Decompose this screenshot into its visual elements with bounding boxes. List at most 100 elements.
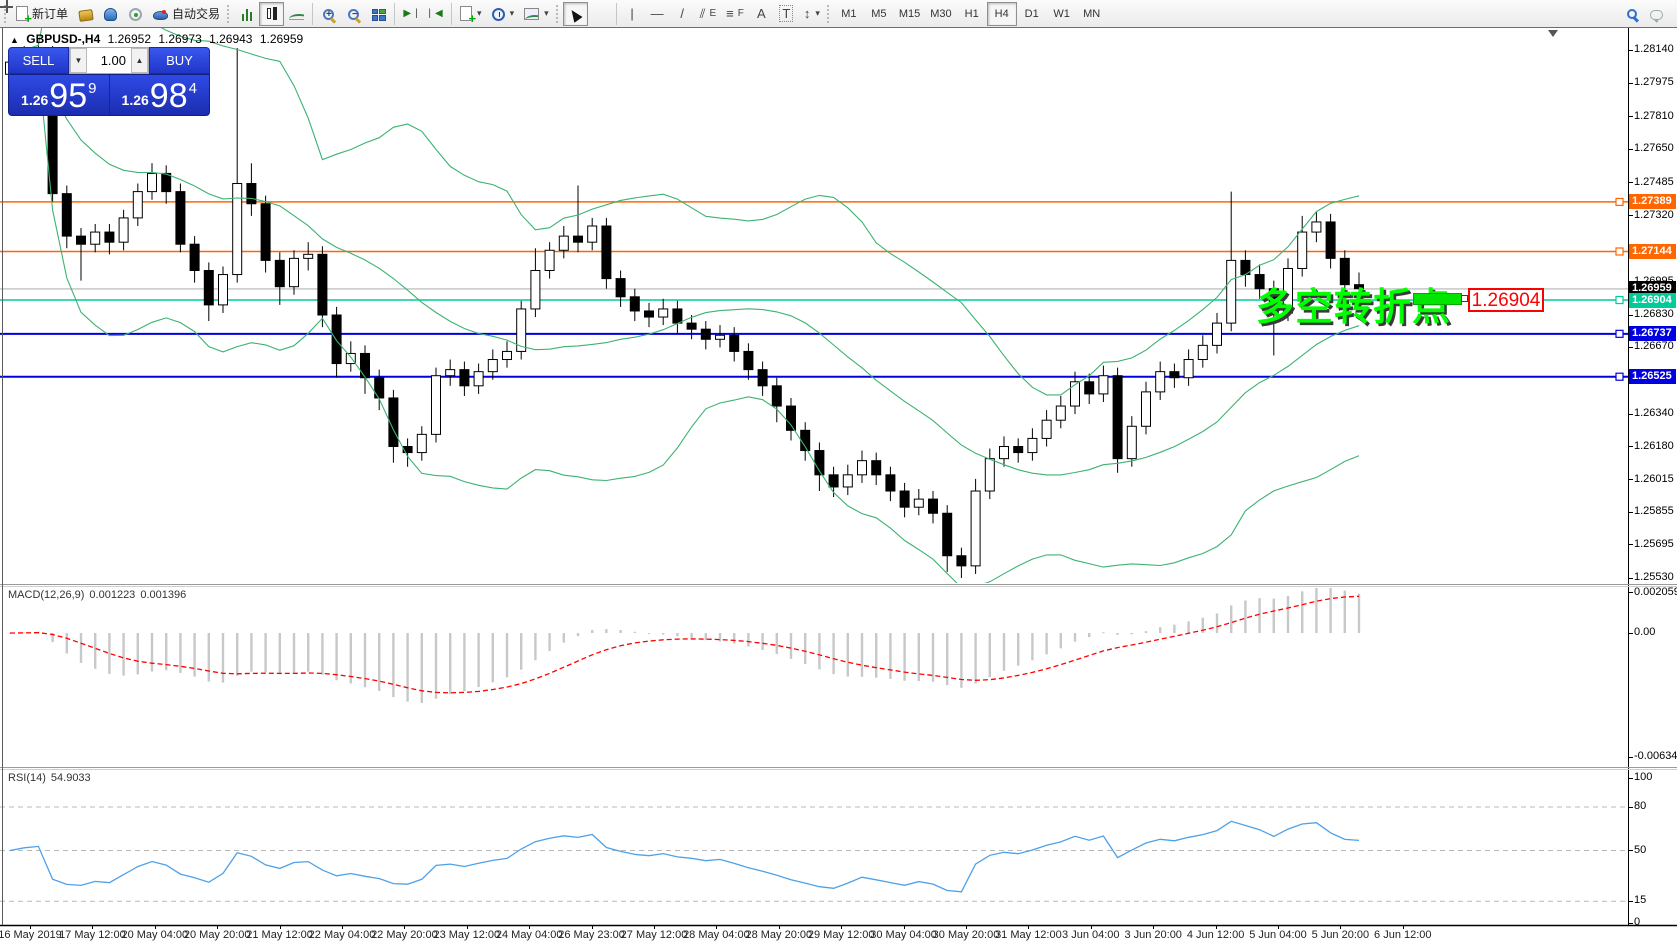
time-tick-mark — [154, 925, 156, 929]
buy-price-display[interactable]: 1.26 98 4 — [121, 77, 197, 115]
volume-input[interactable] — [87, 48, 131, 73]
history-center-button[interactable] — [73, 2, 98, 26]
time-axis-label: 28 May 20:00 — [745, 929, 813, 941]
chat-button[interactable] — [1644, 2, 1669, 26]
rsi-label: RSI(14) 54.9033 — [8, 772, 91, 784]
toolbar-drag-handle[interactable] — [826, 4, 831, 23]
time-axis-label: 22 May 04:00 — [308, 929, 376, 941]
time-axis-label: 21 May 12:00 — [246, 929, 313, 941]
price-tag-label[interactable]: 1.26904 — [1468, 288, 1544, 312]
trendline-button[interactable]: / — [670, 2, 695, 26]
crosshair-tool-button[interactable] — [588, 2, 613, 26]
equidistant-channel-button[interactable]: ⫽ E — [695, 2, 721, 26]
price-tick-mark — [1628, 413, 1633, 415]
price-tick-label: 1.25530 — [1634, 571, 1674, 583]
timeframe-w1[interactable]: W1 — [1047, 2, 1077, 26]
chart-shift-marker-icon[interactable] — [1548, 30, 1558, 37]
zoom-in-button[interactable] — [316, 2, 341, 26]
price-tick-mark — [1628, 116, 1633, 118]
crosshair-icon — [594, 8, 607, 21]
cursor-icon — [567, 6, 583, 23]
price-line-badge: 1.26904 — [1629, 292, 1676, 308]
ohlc-high: 1.26973 — [158, 32, 202, 46]
macd-tick-mark — [1628, 592, 1633, 594]
autotrading-button[interactable]: 自动交易 — [148, 2, 225, 26]
timeframe-h1[interactable]: H1 — [957, 2, 987, 26]
rsi-tick-label: 80 — [1634, 800, 1647, 812]
text-tool-button[interactable]: A — [749, 2, 774, 26]
volume-increase-button[interactable]: ▲ — [131, 48, 148, 73]
new-order-button[interactable]: 新订单 — [11, 2, 73, 26]
toolbar-drag-handle[interactable] — [4, 4, 8, 23]
volume-decrease-button[interactable]: ▼ — [70, 48, 87, 73]
zoom-out-button[interactable] — [341, 2, 366, 26]
line-chart-button[interactable] — [284, 2, 309, 26]
bar-chart-button[interactable] — [234, 2, 259, 26]
timeframe-m5[interactable]: M5 — [864, 2, 894, 26]
time-tick-mark — [966, 925, 967, 929]
annotation-highlight-rect[interactable] — [1413, 293, 1462, 305]
time-tick-mark — [1340, 925, 1342, 929]
timeframe-h4[interactable]: H4 — [986, 1, 1017, 26]
time-tick-mark — [1090, 925, 1092, 929]
timeframe-m15[interactable]: M15 — [894, 2, 925, 26]
time-tick-mark — [778, 925, 780, 929]
time-axis-label: 28 May 04:00 — [683, 929, 750, 941]
chart-shift-button[interactable]: | ◀ — [423, 2, 448, 26]
toolbar-drag-handle[interactable] — [555, 4, 560, 23]
time-tick-mark — [1215, 925, 1217, 929]
ohlc-close: 1.26959 — [259, 32, 304, 46]
time-tick-mark — [404, 925, 406, 929]
line-chart-icon — [289, 8, 305, 20]
autotrading-label: 自动交易 — [172, 7, 221, 21]
timeframe-mn[interactable]: MN — [1077, 2, 1107, 26]
candlestick-chart-button[interactable] — [259, 1, 285, 26]
candlestick-chart-icon — [266, 7, 277, 20]
tile-windows-button[interactable] — [366, 2, 391, 26]
cursor-tool-button[interactable] — [562, 1, 588, 26]
search-button[interactable] — [1619, 2, 1644, 26]
price-tick-label: 1.27810 — [1634, 109, 1674, 122]
annotation-anchor-square[interactable] — [1461, 295, 1468, 302]
text-label-button[interactable]: T — [774, 2, 799, 26]
periods-button[interactable]: ▾ — [487, 2, 520, 26]
clock-icon — [491, 7, 505, 21]
symbol-header: ▲ GBPUSD-,H4 1.26952 1.26973 1.26943 1.2… — [10, 32, 307, 46]
broadcast-button[interactable] — [123, 2, 148, 26]
time-tick-mark — [903, 925, 905, 929]
timeframe-m30[interactable]: M30 — [925, 2, 956, 26]
arrows-tool-button[interactable]: ↕ ▾ — [799, 2, 825, 26]
rsi-line — [9, 820, 1360, 893]
price-line-badge: 1.27144 — [1629, 243, 1676, 259]
rsi-tick-label: 15 — [1634, 894, 1647, 907]
vertical-line-button[interactable]: | — [620, 2, 645, 26]
indicators-button[interactable]: ▾ — [519, 2, 554, 26]
rsi-tick-mark — [1628, 900, 1633, 902]
new-chart-button[interactable]: ▾ — [455, 2, 487, 26]
chat-icon — [1650, 9, 1663, 23]
price-tick-label: 1.27975 — [1634, 76, 1674, 89]
horizontal-line-button[interactable]: — — [645, 2, 670, 26]
time-axis-label: 20 May 20:00 — [183, 929, 251, 941]
price-tick-label: 1.25695 — [1634, 537, 1674, 550]
new-order-label: 新订单 — [32, 7, 69, 21]
timeframe-m1[interactable]: M1 — [834, 2, 864, 26]
toolbar-drag-handle[interactable] — [227, 4, 231, 23]
auto-scroll-icon: ▶ — [403, 8, 412, 19]
horizontal-line-objects[interactable] — [0, 197, 1628, 381]
timeframe-d1[interactable]: D1 — [1017, 2, 1047, 26]
time-axis-label: 5 Jun 20:00 — [1311, 929, 1370, 941]
sell-price-display[interactable]: 1.26 95 9 — [21, 77, 97, 115]
main-toolbar: 新订单 自动交易 ▶| |◀ ▾ ▾ ▾ — [0, 0, 1677, 28]
macd-value-signal: 0.001396 — [140, 589, 187, 601]
sell-button[interactable]: SELL — [8, 47, 69, 74]
auto-scroll-button[interactable]: ▶ | — [398, 2, 423, 26]
macd-tick-mark — [1628, 756, 1633, 758]
community-button[interactable] — [98, 2, 123, 26]
rsi-tick-mark — [1628, 922, 1633, 924]
panel-collapse-arrow-icon[interactable]: ▲ — [10, 35, 19, 45]
macd-tick-label: -0.006347 — [1634, 750, 1677, 763]
buy-button[interactable]: BUY — [149, 47, 210, 74]
fibonacci-button[interactable]: ≡ F — [721, 2, 749, 26]
